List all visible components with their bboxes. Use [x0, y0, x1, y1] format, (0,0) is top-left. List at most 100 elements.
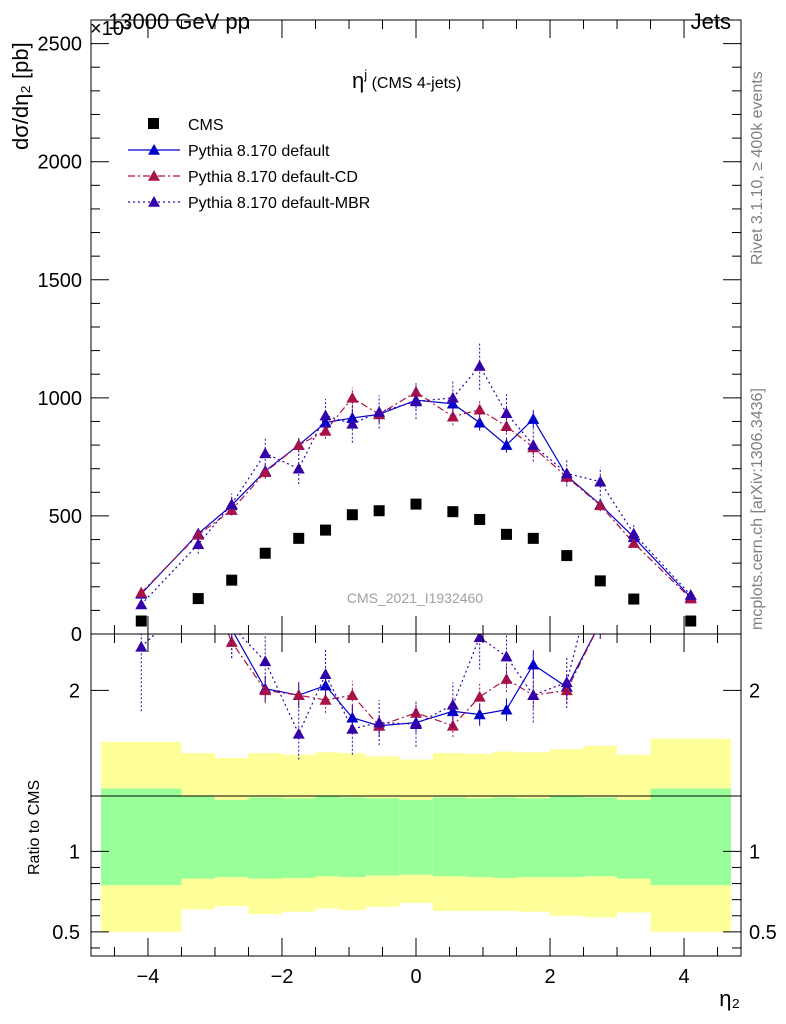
pythia-default-mbr-marker	[135, 598, 148, 610]
pythia-default-mbr-marker	[319, 409, 332, 421]
x-tick-label: −2	[271, 966, 294, 988]
main-y-tick-label: 500	[49, 506, 82, 528]
ratio-pythia-default-marker	[192, 556, 204, 567]
pythia-default-mbr-marker	[684, 589, 697, 600]
ratio-band-inner-bin	[493, 797, 517, 878]
ratio-band-inner-bin	[181, 796, 215, 879]
ratio-band-inner-bin	[101, 788, 182, 886]
legend-label: Pythia 8.170 default-MBR	[188, 195, 370, 212]
ratio-band-inner-bin	[399, 799, 433, 875]
x-axis-label: η₂	[719, 986, 740, 1011]
cms-data-marker	[500, 528, 512, 540]
ratio-pythia-default-cd-marker	[560, 684, 573, 696]
ratio-pythia-default-cd-marker	[135, 491, 147, 502]
ratio-pythia-default-mbr-marker	[226, 620, 238, 631]
pythia-default-cd-marker	[292, 439, 305, 450]
cms-data-marker	[561, 550, 573, 562]
main-y-tick-label: 1000	[38, 388, 83, 410]
cms-data-marker	[447, 506, 459, 518]
ratio-y-tick-label-left: 2	[69, 680, 80, 702]
pythia-default-mbr-marker	[292, 462, 305, 474]
main-y-tick-label: 2500	[38, 34, 83, 56]
legend-marker-cms	[148, 118, 159, 129]
cms-data-marker	[192, 593, 204, 605]
pythia-default-mbr-marker	[560, 467, 573, 479]
main-y-tick-label: 1500	[38, 270, 83, 292]
ratio-pythia-default-cd-marker	[594, 617, 606, 628]
x-tick-label: 2	[544, 966, 555, 988]
pythia-default-mbr-marker	[225, 498, 238, 509]
ratio-y-axis-label: Ratio to CMS	[26, 780, 43, 875]
ratio-band-inner-bin	[650, 788, 731, 886]
ratio-pythia-default-mbr-marker	[259, 655, 272, 667]
ratio-pythia-default-mbr-marker	[685, 523, 697, 534]
ratio-pythia-default-mbr-marker	[473, 634, 486, 643]
pythia-default-cd-marker	[500, 420, 513, 431]
ratio-pythia-default-mbr-line	[140, 634, 580, 736]
ratio-pythia-default-marker	[685, 539, 697, 550]
cms-data-marker	[320, 524, 332, 536]
ratio-pythia-default-cd-marker	[346, 689, 359, 700]
ratio-pythia-default-cd-line	[227, 634, 596, 727]
pythia-default-marker	[500, 439, 513, 450]
ratio-band-inner-bin	[432, 797, 467, 877]
pythia-default-mbr-marker	[594, 475, 607, 487]
ratio-pythia-default-mbr-marker	[628, 548, 640, 559]
pythia-default-mbr-marker	[410, 395, 422, 407]
ratio-plot-marks	[135, 491, 697, 760]
ratio-pythia-default-cd-marker	[410, 706, 422, 718]
ratio-pythia-default-cd-marker	[292, 689, 305, 700]
ratio-y-tick-label-right: 1	[749, 841, 760, 863]
ratio-pythia-default-mbr-marker	[135, 640, 148, 652]
cms-data-marker	[373, 505, 385, 517]
header-left-title: 13000 GeV pp	[108, 9, 250, 34]
rivet-label: Rivet 3.1.10, ≥ 400k events	[749, 71, 766, 265]
main-y-tick-label: 2000	[38, 152, 83, 174]
ratio-y-tick-label-left: 0.5	[52, 922, 80, 944]
cms-data-marker	[135, 615, 147, 627]
cms-data-marker	[293, 532, 305, 544]
ratio-pythia-default-mbr-marker	[446, 698, 459, 710]
legend-marker-pythia-default	[148, 144, 160, 155]
ratio-pythia-default-mbr-marker	[594, 546, 606, 557]
ratio-y-tick-label-right: 0.5	[749, 922, 777, 944]
pythia-default-mbr-line	[140, 364, 692, 605]
ratio-band-inner-bin	[365, 798, 400, 876]
analysis-watermark: CMS_2021_I1932460	[347, 590, 483, 606]
pythia-default-cd-marker	[346, 391, 359, 403]
cms-data-marker	[226, 574, 238, 586]
legend: CMS Pythia 8.170 default Pythia 8.170 defa…	[128, 117, 370, 212]
ratio-pythia-default-mbr-marker	[527, 689, 540, 700]
ratio-band-inner-bin	[214, 799, 249, 878]
ratio-pythia-default-cd-marker	[500, 673, 513, 684]
cms-data-marker	[527, 532, 539, 544]
ratio-band-inner-bin	[466, 798, 494, 878]
ratio-pythia-default-mbr-marker	[410, 718, 422, 729]
pythia-default-cd-line	[140, 391, 692, 600]
ratio-pythia-default-marker	[500, 703, 513, 715]
ratio-pythia-default-marker	[473, 708, 486, 720]
header-right-title: Jets	[691, 9, 731, 34]
pythia-default-mbr-marker	[627, 527, 640, 539]
ratio-pythia-default-marker	[135, 507, 147, 518]
ratio-pythia-default-cd-marker	[446, 719, 459, 731]
ratio-pythia-default-mbr-marker	[346, 722, 359, 734]
pythia-default-mbr-marker	[500, 407, 513, 418]
pythia-default-marker	[319, 416, 332, 428]
mcplots-label: mcplots.cern.ch [arXiv:1306.3436]	[749, 388, 766, 630]
pythia-default-mbr-marker	[373, 406, 386, 417]
x-tick-label: 0	[410, 966, 421, 988]
main-plot-marks	[135, 342, 697, 627]
main-plot-frame	[90, 19, 742, 635]
axis-tick-labels: 0 500 1000 1500 2000 2500 −4 −2 0 2 4 0.5 0.5 1 1 2 2	[38, 34, 777, 988]
cms-data-marker	[594, 575, 606, 587]
ratio-pythia-default-mbr-marker	[319, 668, 332, 680]
ratio-pythia-default-marker	[628, 564, 640, 575]
x-tick-label: 4	[678, 966, 689, 988]
pythia-default-cd-marker	[135, 586, 148, 598]
ratio-pythia-default-marker	[594, 617, 606, 628]
pythia-default-cd-marker	[410, 385, 422, 397]
cms-data-marker	[628, 593, 640, 605]
ratio-pythia-default-mbr-marker	[560, 676, 573, 688]
